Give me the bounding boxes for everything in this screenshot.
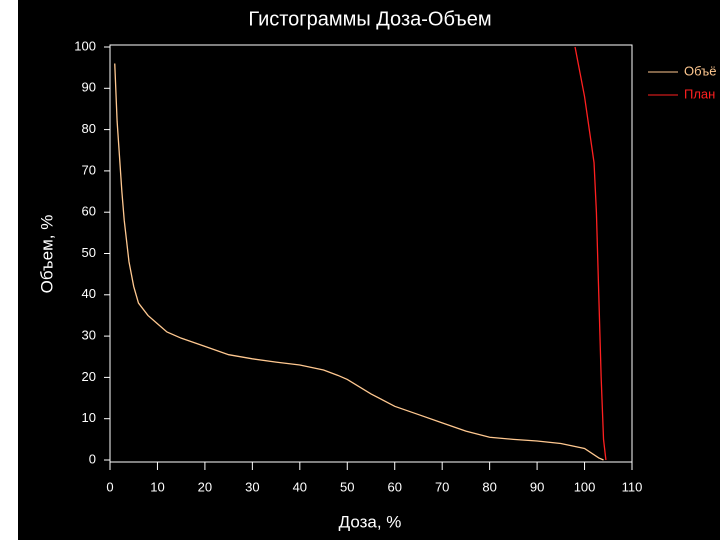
series-line [114, 63, 604, 461]
chart-title: Гистограммы Доза-Объем [248, 8, 491, 30]
y-tick-label: 0 [89, 451, 96, 466]
x-tick-label: 80 [482, 479, 496, 494]
x-tick-label: 30 [245, 479, 259, 494]
x-tick-label: 50 [340, 479, 354, 494]
legend-label: Объё [684, 63, 716, 78]
y-tick-label: 70 [82, 162, 96, 177]
series-line [574, 46, 607, 461]
y-tick-label: 30 [82, 328, 96, 343]
x-tick-label: 90 [530, 479, 544, 494]
y-tick-label: 40 [82, 286, 96, 301]
y-tick-label: 10 [82, 410, 96, 425]
x-tick-label: 110 [622, 479, 643, 494]
y-tick-label: 20 [82, 369, 96, 384]
y-tick-label: 60 [82, 204, 96, 219]
x-tick-label: 0 [106, 479, 113, 494]
x-axis-label: Доза, % [339, 512, 402, 531]
x-tick-label: 60 [387, 479, 401, 494]
x-tick-label: 70 [435, 479, 449, 494]
y-axis-label: Объем, % [37, 215, 56, 294]
x-tick-label: 100 [574, 479, 596, 494]
y-tick-label: 80 [82, 121, 96, 136]
x-tick-label: 10 [150, 479, 164, 494]
legend-label: План [684, 86, 715, 101]
y-tick-label: 90 [82, 80, 96, 95]
y-tick-label: 50 [82, 245, 96, 260]
x-tick-label: 40 [293, 479, 307, 494]
background [18, 0, 720, 540]
x-tick-label: 20 [198, 479, 212, 494]
y-tick-label: 100 [74, 38, 96, 53]
